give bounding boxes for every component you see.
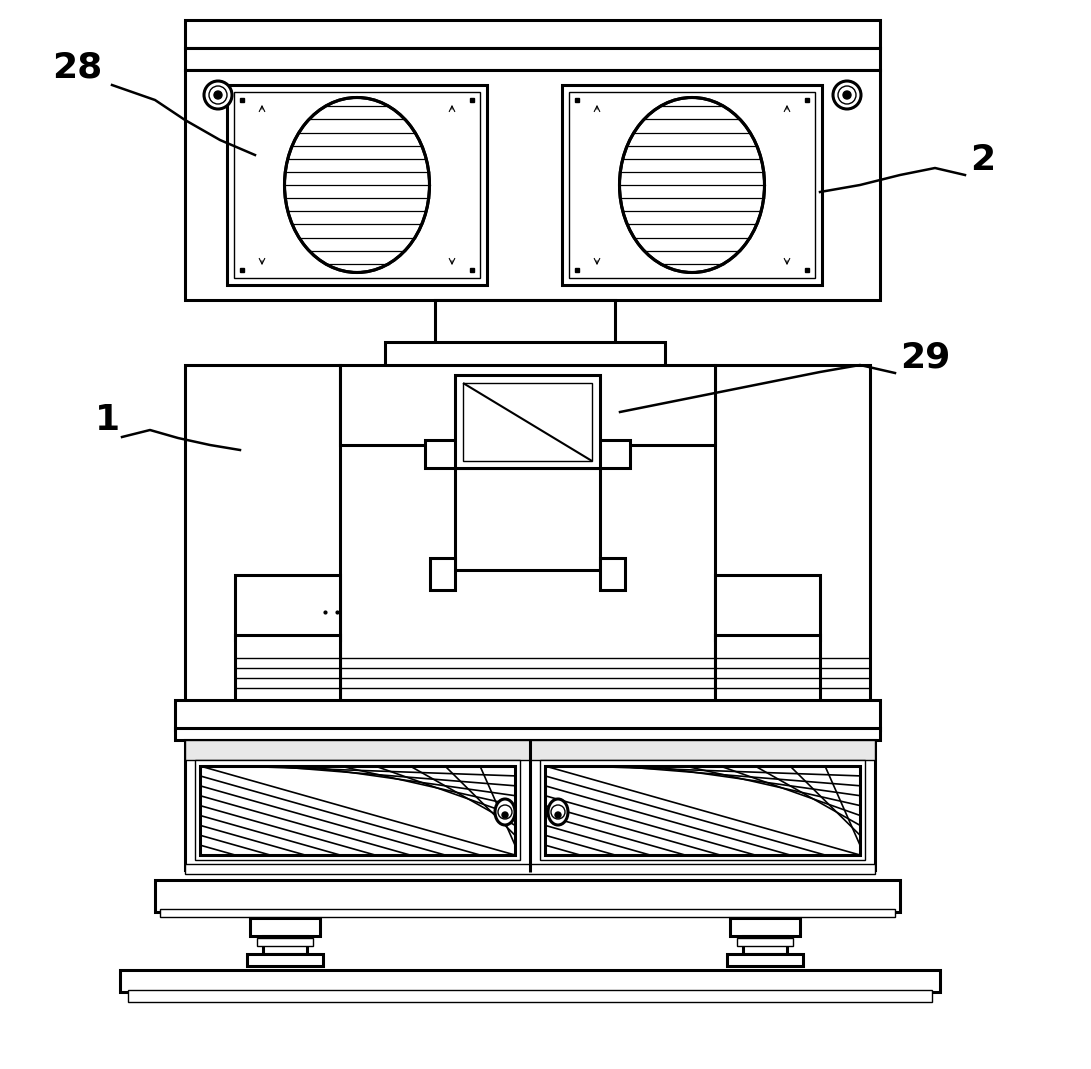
Ellipse shape: [620, 97, 765, 273]
Bar: [385, 342, 666, 370]
Bar: [247, 954, 323, 966]
Bar: [730, 918, 800, 936]
Circle shape: [497, 805, 512, 819]
Circle shape: [214, 91, 221, 99]
Circle shape: [502, 812, 508, 818]
Bar: [195, 760, 520, 859]
Bar: [200, 766, 515, 855]
Bar: [715, 365, 870, 704]
Bar: [185, 48, 880, 69]
Bar: [128, 990, 932, 1002]
Bar: [425, 440, 630, 468]
Bar: [227, 86, 487, 285]
Ellipse shape: [285, 97, 430, 273]
Bar: [263, 936, 307, 954]
Bar: [235, 635, 340, 704]
Circle shape: [843, 91, 851, 99]
Bar: [235, 575, 340, 640]
Circle shape: [834, 81, 861, 109]
Bar: [455, 375, 600, 468]
Bar: [738, 938, 793, 946]
Bar: [743, 936, 787, 954]
Text: 2: 2: [970, 143, 995, 177]
Bar: [340, 365, 715, 445]
Bar: [250, 918, 320, 936]
Bar: [185, 864, 875, 874]
Bar: [185, 20, 880, 48]
Bar: [562, 86, 822, 285]
Text: 28: 28: [52, 51, 103, 86]
Bar: [570, 92, 815, 278]
Text: 29: 29: [900, 341, 950, 375]
Bar: [185, 740, 875, 760]
Bar: [546, 766, 860, 855]
Bar: [175, 728, 880, 740]
Bar: [185, 69, 880, 300]
Circle shape: [209, 86, 227, 104]
Bar: [727, 954, 803, 966]
Bar: [120, 970, 940, 992]
Circle shape: [204, 81, 232, 109]
Ellipse shape: [548, 799, 568, 825]
Bar: [175, 700, 880, 730]
Bar: [600, 558, 625, 590]
Bar: [257, 938, 313, 946]
Circle shape: [555, 812, 561, 818]
Text: 1: 1: [95, 403, 120, 437]
Circle shape: [838, 86, 856, 104]
Bar: [155, 880, 900, 912]
Bar: [463, 383, 592, 461]
Bar: [233, 92, 480, 278]
Bar: [435, 300, 615, 345]
Bar: [430, 558, 455, 590]
Bar: [715, 575, 820, 640]
Bar: [455, 468, 600, 570]
Bar: [185, 740, 875, 870]
Bar: [160, 909, 895, 917]
Ellipse shape: [495, 799, 515, 825]
Bar: [185, 365, 340, 704]
Circle shape: [551, 805, 565, 819]
Bar: [715, 635, 820, 704]
Bar: [540, 760, 865, 859]
